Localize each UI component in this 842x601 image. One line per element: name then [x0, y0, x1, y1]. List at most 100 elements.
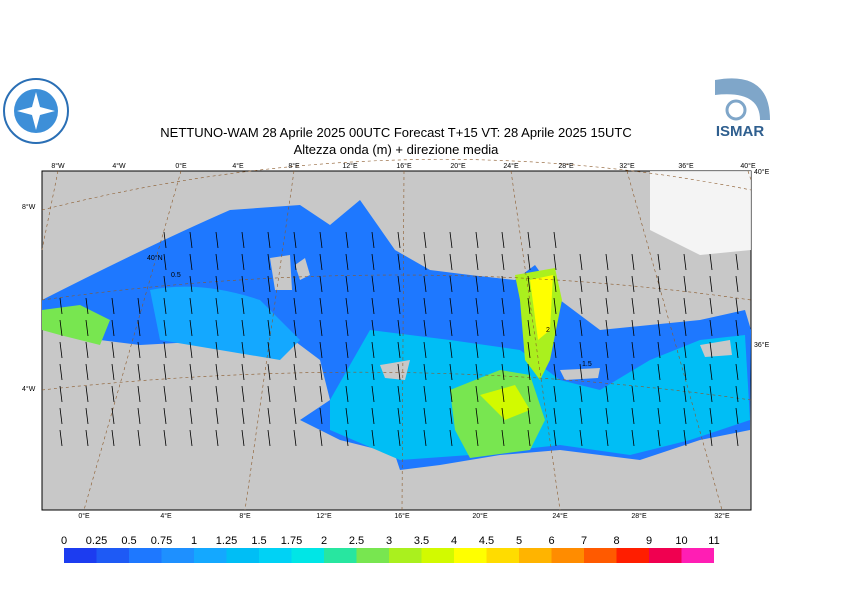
colorbar-label: 0.25	[86, 535, 107, 547]
direction-arrow	[527, 429, 531, 447]
color-box	[194, 548, 227, 563]
direction-arrow	[527, 363, 531, 381]
direction-arrow	[579, 429, 583, 447]
direction-arrow	[449, 231, 453, 249]
direction-arrow	[735, 363, 739, 381]
direction-arrow	[59, 319, 63, 337]
lat-label: 36°E	[754, 341, 770, 349]
color-box	[226, 548, 259, 563]
direction-arrow	[371, 341, 375, 359]
direction-arrow	[423, 319, 427, 337]
contour-label: 1.5	[582, 361, 592, 368]
direction-arrow	[241, 429, 245, 447]
direction-arrow	[241, 407, 245, 425]
direction-arrow	[683, 363, 687, 381]
colorbar-label: 0.5	[121, 535, 136, 547]
direction-arrow	[553, 319, 557, 337]
direction-arrow	[657, 407, 661, 425]
direction-arrow	[709, 429, 713, 447]
direction-arrow	[735, 385, 739, 403]
colorbar-label: 2	[321, 535, 327, 547]
direction-arrow	[85, 385, 89, 403]
direction-arrow	[59, 297, 63, 315]
direction-arrow	[657, 253, 661, 271]
direction-arrow	[423, 297, 427, 315]
direction-arrow	[189, 363, 193, 381]
direction-arrow	[579, 363, 583, 381]
direction-arrow	[683, 297, 687, 315]
lon-label: 8°W	[51, 162, 65, 170]
direction-arrow	[423, 253, 427, 271]
direction-arrow	[111, 341, 115, 359]
lon-label: 28°E	[558, 162, 574, 170]
lon-label: 8°E	[288, 162, 300, 170]
direction-arrow	[189, 297, 193, 315]
direction-arrow	[553, 429, 557, 447]
colorbar-label: 3	[386, 535, 392, 547]
direction-arrow	[657, 385, 661, 403]
direction-arrow	[657, 363, 661, 381]
direction-arrow	[579, 275, 583, 293]
direction-arrow	[397, 319, 401, 337]
direction-arrow	[449, 297, 453, 315]
direction-arrow	[397, 231, 401, 249]
direction-arrow	[137, 407, 141, 425]
direction-arrow	[241, 363, 245, 381]
map	[41, 159, 752, 511]
direction-arrow	[631, 253, 635, 271]
direction-arrow	[111, 319, 115, 337]
direction-arrow	[85, 341, 89, 359]
direction-arrow	[501, 363, 505, 381]
color-box	[421, 548, 454, 563]
direction-arrow	[423, 275, 427, 293]
direction-arrow	[293, 341, 297, 359]
direction-arrow	[579, 385, 583, 403]
direction-arrow	[449, 407, 453, 425]
direction-arrow	[215, 363, 219, 381]
color-box	[161, 548, 194, 563]
colorbar: 0 0.25 0.5 0.75 1 1.25 1.5 1.75 2 2.5 3 3.5 4 4.5 5 6 7 8…	[61, 535, 720, 563]
color-box	[681, 548, 714, 563]
direction-arrow	[709, 385, 713, 403]
direction-arrow	[371, 297, 375, 315]
direction-arrow	[449, 341, 453, 359]
direction-arrow	[163, 231, 167, 249]
colorbar-label: 5	[516, 535, 522, 547]
colorbar-label: 6	[548, 535, 554, 547]
direction-arrow	[579, 407, 583, 425]
lon-label: 16°E	[396, 162, 412, 170]
direction-arrow	[241, 319, 245, 337]
direction-arrow	[423, 341, 427, 359]
direction-arrow	[163, 253, 167, 271]
direction-arrow	[267, 253, 271, 271]
direction-arrow	[449, 319, 453, 337]
direction-arrow	[293, 319, 297, 337]
direction-arrow	[137, 319, 141, 337]
direction-arrow	[189, 385, 193, 403]
title: NETTUNO-WAM 28 Aprile 2025 00UTC Forecas…	[160, 125, 631, 140]
direction-arrow	[527, 275, 531, 293]
direction-arrow	[709, 363, 713, 381]
direction-arrow	[345, 231, 349, 249]
direction-arrow	[501, 341, 505, 359]
colorbar-label: 1	[191, 535, 197, 547]
colorbar-label: 10	[675, 535, 687, 547]
direction-arrow	[475, 429, 479, 447]
subtitle: Altezza onda (m) + direzione media	[294, 142, 500, 157]
direction-arrow	[397, 429, 401, 447]
direction-arrow	[709, 407, 713, 425]
direction-arrow	[189, 429, 193, 447]
direction-arrow	[267, 385, 271, 403]
direction-arrow	[501, 297, 505, 315]
direction-arrow	[371, 429, 375, 447]
direction-arrow	[527, 385, 531, 403]
direction-arrow	[267, 275, 271, 293]
direction-arrow	[163, 275, 167, 293]
direction-arrow	[319, 385, 323, 403]
color-box	[389, 548, 422, 563]
direction-arrow	[267, 363, 271, 381]
direction-arrow	[137, 341, 141, 359]
direction-arrow	[267, 407, 271, 425]
direction-arrow	[371, 385, 375, 403]
